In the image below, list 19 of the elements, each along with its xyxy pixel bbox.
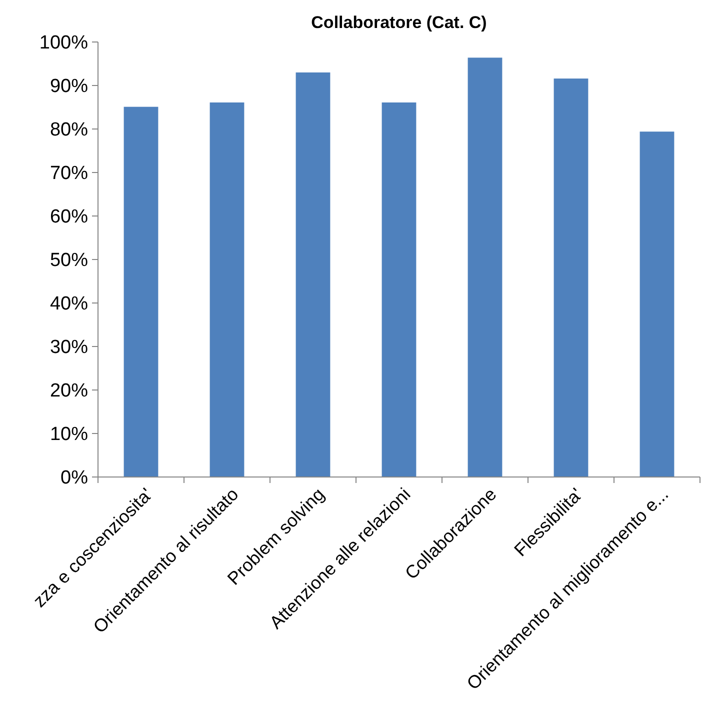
y-tick-label: 20% bbox=[50, 380, 88, 402]
y-tick-label: 60% bbox=[50, 206, 88, 228]
y-tick-label: 50% bbox=[50, 250, 88, 272]
y-tick-label: 80% bbox=[50, 120, 88, 141]
bar bbox=[124, 106, 158, 477]
bar bbox=[640, 132, 674, 477]
y-tick-label: 30% bbox=[50, 337, 88, 358]
bar bbox=[382, 102, 416, 477]
bar bbox=[296, 72, 330, 477]
bar bbox=[210, 102, 244, 477]
y-tick-label: 70% bbox=[50, 163, 88, 184]
y-tick-label: 10% bbox=[50, 424, 88, 446]
y-tick-label: 0% bbox=[60, 468, 88, 489]
y-tick-label: 100% bbox=[39, 32, 88, 54]
bar bbox=[554, 78, 588, 477]
y-tick-label: 40% bbox=[50, 294, 88, 315]
chart-title: Collaboratore (Cat. C) bbox=[311, 13, 487, 32]
bar bbox=[468, 58, 502, 477]
y-tick-label: 90% bbox=[50, 76, 88, 98]
